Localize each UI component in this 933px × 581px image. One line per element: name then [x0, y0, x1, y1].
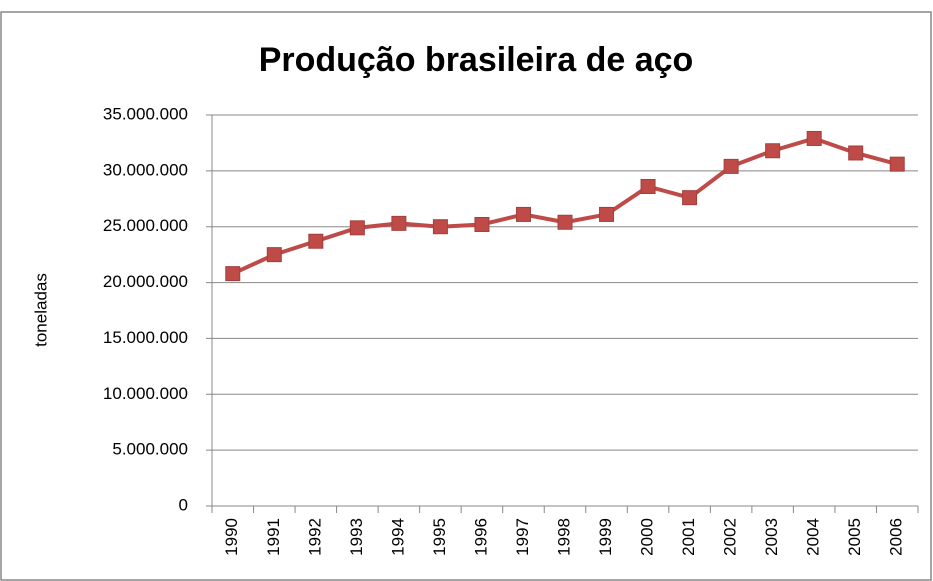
marker — [557, 214, 573, 230]
marker — [765, 143, 781, 159]
marker — [599, 206, 615, 222]
chart-frame — [0, 11, 932, 581]
x-tick-label: 2004 — [804, 518, 823, 556]
y-tick-label: 5.000.000 — [112, 440, 188, 459]
x-tick-label: 1995 — [430, 518, 449, 556]
marker — [225, 266, 241, 282]
y-tick-label: 10.000.000 — [103, 384, 188, 403]
marker — [308, 233, 324, 249]
chart-title: Produção brasileira de aço — [259, 41, 694, 79]
x-tick-label: 2002 — [721, 518, 740, 556]
y-tick-label: 20.000.000 — [103, 272, 188, 291]
y-axis-label: toneladas — [31, 273, 50, 347]
marker — [723, 158, 739, 174]
x-tick-label: 2000 — [638, 518, 657, 556]
x-tick-label: 1992 — [305, 518, 324, 556]
marker — [391, 215, 407, 231]
marker — [474, 216, 490, 232]
x-tick-label: 1991 — [264, 518, 283, 556]
y-tick-label: 0 — [179, 495, 188, 514]
marker — [515, 206, 531, 222]
x-tick-label: 1994 — [388, 518, 407, 556]
marker — [640, 178, 656, 194]
y-tick-label: 30.000.000 — [103, 160, 188, 179]
x-tick-label: 1999 — [596, 518, 615, 556]
marker — [682, 190, 698, 206]
marker — [432, 219, 448, 235]
y-tick-label: 35.000.000 — [103, 104, 188, 123]
marker — [266, 247, 282, 263]
y-tick-label: 25.000.000 — [103, 216, 188, 235]
marker — [349, 220, 365, 236]
x-tick-label: 1990 — [222, 518, 241, 556]
marker — [889, 156, 905, 172]
marker — [806, 130, 822, 146]
y-tick-label: 15.000.000 — [103, 328, 188, 347]
x-tick-label: 2005 — [845, 518, 864, 556]
x-tick-label: 1993 — [347, 518, 366, 556]
x-tick-label: 2006 — [887, 518, 906, 556]
x-tick-label: 1997 — [513, 518, 532, 556]
x-tick-label: 1996 — [471, 518, 490, 556]
x-tick-label: 2001 — [679, 518, 698, 556]
x-tick-label: 1998 — [554, 518, 573, 556]
marker — [848, 145, 864, 161]
x-tick-label: 2003 — [762, 518, 781, 556]
